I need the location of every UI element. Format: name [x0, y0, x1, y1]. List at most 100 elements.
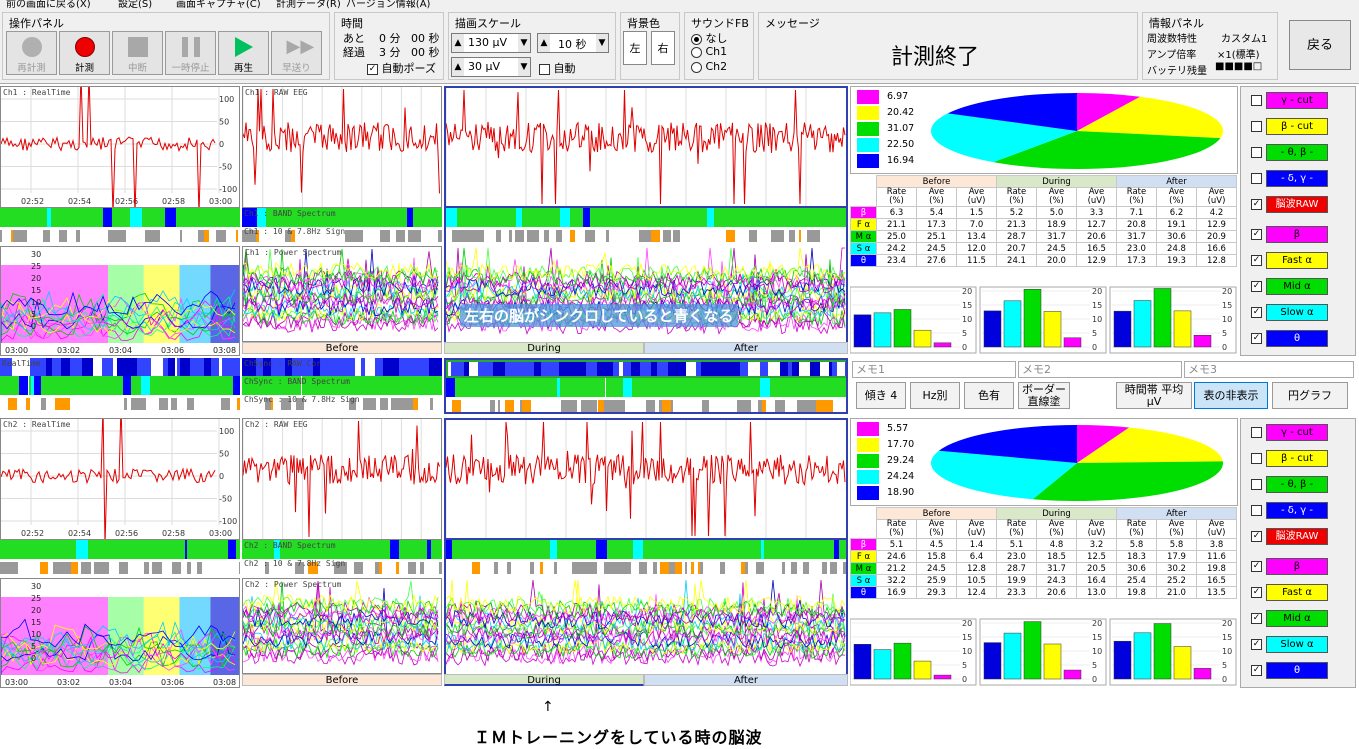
legend-value: 24.24	[887, 471, 915, 482]
info-panel: 情報パネル 周波数特性 カスタム1 アンプ倍率 ×1(標準) バッテリ残量 ■■…	[1142, 12, 1278, 80]
sound-ch1-radio[interactable]: Ch1	[691, 45, 727, 58]
y-tick-label: 5	[1222, 329, 1227, 338]
band-label: Slow α	[1266, 304, 1328, 321]
menu-version[interactable]: バージョン情報(A)	[346, 0, 431, 10]
pie-chart-button[interactable]: 円グラフ	[1272, 382, 1348, 409]
x-tick-label: 02:54	[68, 197, 91, 206]
elapsed-label: 経過	[343, 46, 365, 59]
band-label: Fast α	[1266, 252, 1328, 269]
band-checkbox[interactable]: ✓	[1251, 307, 1262, 318]
band-checkbox[interactable]: ✓	[1251, 561, 1262, 572]
play-button[interactable]: 再生	[218, 31, 269, 75]
sound-ch2-radio[interactable]: Ch2	[691, 60, 727, 73]
menu-back[interactable]: 前の画面に戻る(X)	[6, 0, 91, 10]
remeasure-button[interactable]: 再計測	[6, 31, 57, 75]
sync-arrow-icon: ↓	[548, 328, 560, 344]
ch1-power-before-panel: Ch1 : Power Spectrum	[242, 246, 442, 342]
band-label: 脳波RAW	[1266, 528, 1328, 545]
mini-bar	[1113, 310, 1132, 348]
hide-table-button[interactable]: 表の非表示	[1194, 382, 1268, 409]
bg-left-button[interactable]: 左	[623, 31, 647, 65]
ch2-realtime-wave: 100 50 0 -50 -100 02:52 02:54 02:56 02:58 03:00	[1, 419, 237, 539]
y-tick-label: 10	[1092, 647, 1102, 656]
bottom-arrow-icon: ↑	[542, 699, 554, 715]
slope-button[interactable]: 傾き 4	[856, 382, 906, 409]
measure-button[interactable]: 計測	[59, 31, 110, 75]
memo-2-input[interactable]: メモ2	[1018, 361, 1182, 378]
mini-bar	[1043, 311, 1062, 348]
autopause-checkbox[interactable]: ✓ 自動ポーズ	[367, 62, 436, 75]
color-button[interactable]: 色有	[964, 382, 1014, 409]
amp-scale-1[interactable]: ▲ 130 μV ▼	[451, 33, 531, 53]
ch1-band-during-strip	[444, 208, 848, 246]
pie-slice	[1077, 93, 1141, 131]
ch1-realtime-panel: Ch1 : RealTime 100 50 0 -50 -100 02:52 02:54 02…	[0, 86, 240, 208]
band-checkbox[interactable]: ✓	[1251, 281, 1262, 292]
chevron-down-icon[interactable]: ▼	[596, 34, 608, 52]
band-checkbox[interactable]: ✓	[1251, 613, 1262, 624]
band-checkbox[interactable]: ✓	[1251, 531, 1262, 542]
pause-button[interactable]: 一時停止	[165, 31, 216, 75]
stop-icon	[127, 37, 148, 57]
ch2-realtime-panel: Ch2 : RealTime 100 50 0 -50 -100 02:52 02:54 02…	[0, 418, 240, 540]
band-checkbox[interactable]	[1251, 505, 1262, 516]
band-checkbox[interactable]: ✓	[1251, 199, 1262, 210]
mini-bar	[1153, 623, 1172, 680]
band-checkbox[interactable]: ✓	[1251, 587, 1262, 598]
legend-value: 20.42	[887, 107, 915, 118]
band-checkbox[interactable]: ✓	[1251, 665, 1262, 676]
ch2-minibars: 20 15 10 5 0 20 15 10 5 0 20 15 10 5 0	[849, 617, 1240, 687]
band-checkbox[interactable]: ✓	[1251, 639, 1262, 650]
band-checkbox[interactable]	[1251, 453, 1262, 464]
band-checkbox[interactable]	[1251, 479, 1262, 490]
back-button[interactable]: 戻る	[1289, 20, 1351, 70]
pie-slice	[931, 113, 1077, 163]
band-checkbox[interactable]: ✓	[1251, 333, 1262, 344]
band-checkbox[interactable]	[1251, 95, 1262, 106]
mini-bar	[1003, 632, 1022, 680]
band-checkbox[interactable]	[1251, 427, 1262, 438]
time-average-button[interactable]: 時間帯 平均 μV	[1116, 382, 1192, 409]
ch2-raw-during-panel	[444, 418, 848, 540]
band-checkbox[interactable]: ✓	[1251, 229, 1262, 240]
y-tick-label: -50	[219, 495, 232, 504]
x-tick-label: 03:04	[109, 346, 132, 355]
stop-button[interactable]: 中断	[112, 31, 163, 75]
chevron-down-icon[interactable]: ▼	[518, 58, 530, 76]
ch2-raw-before-panel: Ch2 : RAW EEG	[242, 418, 442, 540]
menu-settings[interactable]: 設定(S)	[118, 0, 153, 10]
border-button[interactable]: ボーダー 直線塗	[1018, 382, 1070, 409]
menu-capture[interactable]: 画面キャプチャ(C)	[176, 0, 261, 10]
bg-right-button[interactable]: 右	[651, 31, 675, 65]
amp-scale-2[interactable]: ▲ 30 μV ▼	[451, 57, 531, 77]
mini-bar	[933, 342, 952, 348]
scale-panel: 描画スケール ▲ 130 μV ▼ ▲ 30 μV ▼ ▲ 10 秒 ▼ 自動	[448, 12, 616, 80]
y-tick-label: 20	[31, 606, 41, 615]
menu-data[interactable]: 計測データ(R)	[276, 0, 341, 10]
band-label: Mid α	[1266, 278, 1328, 295]
band-checkbox[interactable]	[1251, 121, 1262, 132]
memo-1-input[interactable]: メモ1	[852, 361, 1016, 378]
hz-button[interactable]: Hz別	[910, 382, 960, 409]
band-checkbox[interactable]	[1251, 173, 1262, 184]
up-arrow-icon[interactable]: ▲	[452, 34, 464, 52]
up-arrow-icon[interactable]: ▲	[538, 34, 550, 52]
y-tick-label: 50	[219, 118, 229, 127]
time-scale[interactable]: ▲ 10 秒 ▼	[537, 33, 609, 53]
y-tick-label: 10	[1092, 315, 1102, 324]
y-tick-label: 15	[1092, 633, 1102, 642]
mini-bar	[1003, 300, 1022, 348]
legend-swatch	[857, 470, 879, 484]
up-arrow-icon[interactable]: ▲	[452, 58, 464, 76]
x-tick-label: 03:06	[161, 678, 184, 687]
auto-scale-checkbox[interactable]: 自動	[539, 60, 576, 76]
band-checkbox[interactable]	[1251, 147, 1262, 158]
sound-none-radio[interactable]: なし	[691, 30, 728, 46]
band-checkbox[interactable]: ✓	[1251, 255, 1262, 266]
ch1-pie-chart	[931, 93, 1223, 169]
amp-label: アンプ倍率	[1147, 50, 1197, 61]
memo-3-input[interactable]: メモ3	[1184, 361, 1354, 378]
fast-forward-button[interactable]: ▶▶ 早送り	[271, 31, 322, 75]
y-tick-label: 5	[962, 661, 967, 670]
chevron-down-icon[interactable]: ▼	[518, 34, 530, 52]
